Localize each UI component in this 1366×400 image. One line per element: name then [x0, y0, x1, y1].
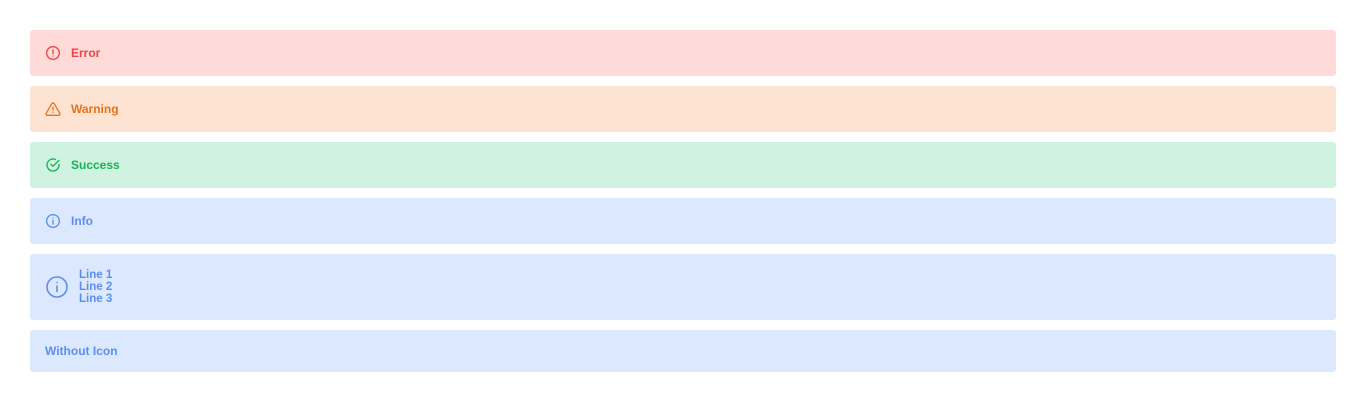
- alert-info-label: Info: [71, 214, 93, 228]
- alert-error: Error: [30, 30, 1336, 76]
- alert-without-icon: Without Icon: [30, 330, 1336, 372]
- alert-line-3: Line 3: [79, 293, 113, 305]
- alert-success: Success: [30, 142, 1336, 188]
- info-circle-icon: [45, 213, 61, 229]
- alert-stack: Error Warning Success I: [30, 30, 1336, 382]
- alert-success-label: Success: [71, 158, 120, 172]
- alert-line-1: Line 1: [79, 269, 113, 281]
- alert-error-label: Error: [71, 46, 101, 60]
- alert-triangle-icon: [45, 101, 61, 117]
- alert-line-2: Line 2: [79, 281, 113, 293]
- alert-circle-icon: [45, 45, 61, 61]
- check-circle-icon: [45, 157, 61, 173]
- alert-lines: Line 1 Line 2 Line 3: [79, 269, 112, 305]
- alert-warning: Warning: [30, 86, 1336, 132]
- alert-warning-label: Warning: [71, 102, 119, 116]
- alert-without-icon-label: Without Icon: [45, 344, 118, 358]
- info-circle-icon: [45, 275, 69, 299]
- alert-info-multiline: Line 1 Line 2 Line 3: [30, 254, 1336, 320]
- alert-info: Info: [30, 198, 1336, 244]
